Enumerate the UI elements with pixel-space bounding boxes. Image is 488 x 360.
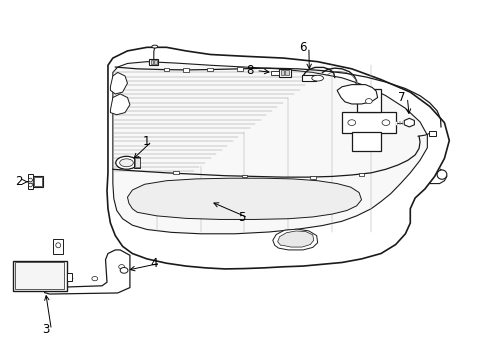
Bar — [163, 68, 169, 71]
Bar — [236, 67, 242, 71]
Bar — [32, 176, 43, 187]
Polygon shape — [107, 47, 448, 269]
Text: 2: 2 — [16, 175, 23, 188]
Polygon shape — [127, 178, 361, 220]
Bar — [27, 174, 33, 189]
Text: 3: 3 — [42, 323, 49, 336]
Ellipse shape — [120, 267, 128, 273]
Bar — [428, 131, 435, 136]
Bar — [341, 112, 395, 134]
Polygon shape — [44, 250, 130, 294]
Ellipse shape — [152, 45, 158, 48]
Bar — [28, 180, 33, 183]
Polygon shape — [336, 85, 377, 104]
Polygon shape — [110, 72, 127, 94]
Polygon shape — [404, 118, 413, 127]
Bar — [154, 60, 157, 64]
Ellipse shape — [436, 170, 446, 179]
Ellipse shape — [365, 99, 371, 104]
Ellipse shape — [67, 276, 73, 281]
Ellipse shape — [116, 156, 137, 169]
Text: 4: 4 — [150, 257, 158, 270]
Bar — [13, 261, 67, 291]
Bar — [241, 175, 247, 177]
Polygon shape — [272, 229, 317, 250]
Polygon shape — [113, 62, 427, 234]
Ellipse shape — [92, 276, 98, 281]
Ellipse shape — [120, 159, 133, 167]
Bar — [149, 59, 158, 65]
Text: 1: 1 — [142, 135, 149, 148]
Ellipse shape — [119, 265, 124, 269]
Bar — [118, 158, 135, 167]
Ellipse shape — [28, 178, 32, 182]
Bar — [271, 71, 279, 75]
Text: 8: 8 — [246, 64, 254, 77]
Bar — [53, 239, 63, 253]
Bar — [15, 262, 64, 289]
Text: 7: 7 — [397, 91, 405, 104]
Ellipse shape — [381, 120, 389, 126]
Bar — [301, 75, 316, 81]
Text: 6: 6 — [299, 41, 306, 54]
Ellipse shape — [56, 243, 61, 248]
Ellipse shape — [311, 75, 323, 81]
Bar — [358, 173, 364, 176]
Bar — [183, 68, 188, 72]
Bar — [356, 89, 380, 112]
Bar — [67, 273, 72, 281]
Bar — [351, 132, 380, 151]
Text: 5: 5 — [238, 211, 245, 224]
Bar — [151, 60, 153, 64]
Ellipse shape — [347, 120, 355, 126]
Bar — [207, 68, 213, 71]
Bar — [135, 158, 140, 167]
Bar — [285, 70, 288, 75]
Bar — [278, 69, 290, 77]
Bar — [309, 176, 315, 179]
Bar — [34, 177, 41, 186]
Polygon shape — [277, 231, 313, 247]
Bar — [281, 70, 284, 75]
Bar — [134, 157, 140, 168]
Ellipse shape — [28, 183, 32, 187]
Bar — [173, 171, 179, 174]
Polygon shape — [110, 94, 130, 115]
